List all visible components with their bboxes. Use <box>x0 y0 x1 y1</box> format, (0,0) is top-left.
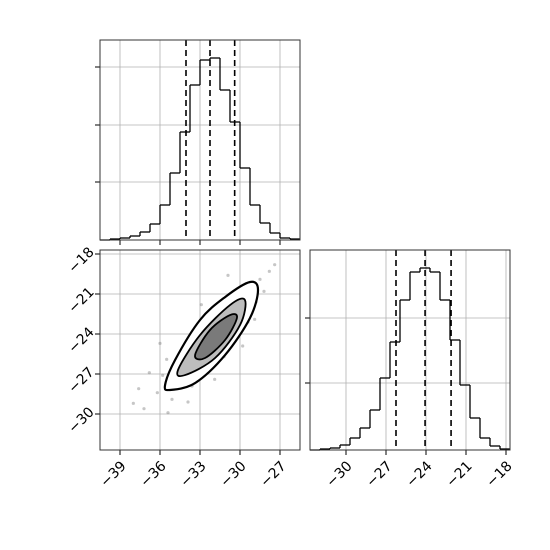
x-tick-label: −30 <box>217 458 249 490</box>
sample-point <box>137 387 141 391</box>
sample-point <box>131 401 135 405</box>
sample-point <box>262 289 266 293</box>
sample-point <box>213 377 217 381</box>
sample-point <box>267 269 271 273</box>
x-tick-label: −30 <box>323 458 355 490</box>
sample-point <box>170 397 174 401</box>
sample-point <box>258 277 262 281</box>
x-tick-label: −27 <box>257 458 289 490</box>
x-tick-label: −39 <box>97 458 129 490</box>
panel-frame <box>99 39 301 241</box>
sample-point <box>155 391 159 395</box>
y-tick-label: −27 <box>65 364 97 396</box>
density-contour <box>194 313 238 361</box>
panel-frame <box>99 249 301 451</box>
sample-point <box>241 344 245 348</box>
x-tick-label: −27 <box>363 458 395 490</box>
sample-point <box>142 407 146 411</box>
x-tick-label: −33 <box>177 458 209 490</box>
x-tick-label: −18 <box>483 458 515 490</box>
sample-point <box>226 273 230 277</box>
y-tick-label: −30 <box>65 404 97 436</box>
sample-point <box>186 400 190 404</box>
panel-frame <box>309 249 511 451</box>
sample-point <box>165 357 169 361</box>
sample-point <box>158 341 162 345</box>
sample-point <box>166 411 170 415</box>
sample-point <box>199 303 203 307</box>
y-tick-label: −24 <box>65 324 97 356</box>
y-tick-label: −18 <box>65 244 97 276</box>
x-tick-label: −24 <box>403 458 435 490</box>
x-tick-label: −36 <box>137 458 169 490</box>
y-tick-label: −21 <box>65 284 97 316</box>
sample-point <box>253 317 257 321</box>
sample-point <box>147 371 151 375</box>
x-tick-label: −21 <box>443 458 475 490</box>
sample-point <box>273 263 277 267</box>
sample-point <box>161 373 165 377</box>
